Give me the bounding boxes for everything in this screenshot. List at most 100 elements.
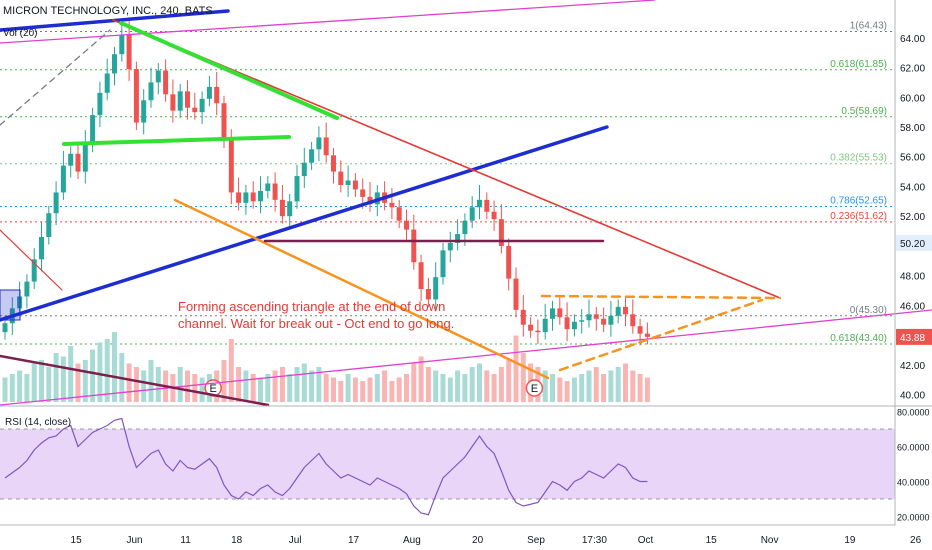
volume-bar: [586, 370, 592, 402]
volume-bar: [601, 374, 607, 402]
volume-bar: [469, 367, 475, 402]
candle-body: [316, 137, 322, 150]
blue-channel-bottom[interactable]: [0, 125, 609, 322]
candle-body: [126, 34, 132, 70]
time-tick-label: 17: [348, 535, 360, 546]
volume-bar: [90, 349, 96, 402]
volume-bar: [352, 377, 358, 402]
purple-trend-line[interactable]: [0, 354, 270, 407]
candle-body: [75, 153, 81, 172]
green-neckline[interactable]: [62, 135, 291, 146]
volume-bar: [637, 374, 643, 402]
time-tick-label: Jul: [289, 535, 302, 546]
orange-channel-line[interactable]: [173, 198, 550, 380]
chart-title: MICRON TECHNOLOGY, INC., 240, BATS: [3, 5, 213, 17]
triangle-top-dashed[interactable]: [540, 294, 782, 300]
candle-body: [170, 94, 176, 111]
rsi-label: RSI (14, close): [5, 417, 71, 428]
volume-bar: [615, 367, 621, 402]
gray-dashed-projection[interactable]: [0, 29, 111, 126]
current-price-value: 43.88: [900, 333, 925, 344]
volume-bar: [9, 374, 15, 402]
candle-body: [243, 192, 249, 203]
time-tick-label: 15: [71, 535, 83, 546]
candle-body: [557, 308, 563, 318]
candle-body: [571, 321, 577, 330]
green-trend-line[interactable]: [119, 21, 339, 120]
volume-bar: [411, 363, 417, 402]
candle-body: [462, 220, 468, 235]
candlesticks: [2, 20, 650, 346]
triangle-bottom-dashed[interactable]: [558, 298, 764, 372]
time-tick-label: Jun: [126, 535, 142, 546]
volume-bar: [279, 367, 285, 402]
volume-bar: [382, 370, 388, 402]
volume-bar: [579, 374, 585, 402]
fib-level-label: 0.382(55.53): [830, 153, 887, 164]
time-tick-label: 15: [706, 535, 718, 546]
candle-body: [185, 91, 190, 108]
time-tick-label: 19: [844, 535, 856, 546]
candle-body: [68, 153, 74, 166]
price-tick-label: 42.00: [900, 361, 925, 372]
selection-box[interactable]: [0, 289, 21, 321]
candle-body: [221, 103, 227, 141]
current-price-tag[interactable]: [896, 328, 932, 345]
candle-body: [279, 199, 285, 217]
earnings-marker-icon[interactable]: [525, 379, 544, 397]
volume-bar: [294, 367, 300, 402]
rsi-line: [4, 417, 648, 516]
red-short-line[interactable]: [0, 229, 63, 291]
volume-bar: [513, 335, 519, 402]
earnings-marker-label: E: [531, 383, 538, 395]
volume-bar: [82, 360, 88, 402]
price-tick-label: 64.00: [900, 34, 925, 45]
candle-body: [360, 189, 366, 197]
candle-body: [46, 213, 52, 238]
price-marker-tag[interactable]: [896, 234, 932, 251]
rsi-tick-label: 20.0000: [897, 513, 930, 523]
price-tick-label: 48.00: [900, 272, 925, 283]
candle-body: [418, 262, 424, 290]
volume-bar: [477, 363, 482, 402]
rsi-panel[interactable]: 20.0000 40.0000 60.0000 80.0000: [0, 405, 932, 523]
price-tick-label: 40.00: [900, 391, 925, 402]
price-tick-label: 58.00: [900, 123, 925, 134]
volume-bar: [623, 363, 628, 402]
volume-bar: [68, 346, 74, 402]
time-tick-label: Aug: [403, 535, 421, 546]
candle-body: [433, 277, 439, 300]
candle-body: [119, 34, 125, 55]
candle-body: [250, 192, 256, 202]
volume-bar: [250, 374, 256, 402]
annotation-line-2[interactable]: channel. Wait for break out - Oct end to…: [178, 316, 454, 331]
fib-level-label: 0(45.30): [850, 305, 887, 316]
fib-level-label: 1(64.43): [850, 20, 887, 31]
candle-body: [469, 207, 475, 221]
candle-body: [228, 140, 234, 193]
fib-level-label: 0.5(58.69): [841, 106, 887, 117]
magenta-trend-bottom[interactable]: [0, 309, 932, 406]
candle-body: [301, 162, 307, 177]
candle-body: [331, 155, 336, 172]
volume-bar: [593, 367, 599, 402]
fib-level-label: 0.618(43.40): [830, 333, 887, 344]
candle-body: [323, 137, 329, 156]
candle-body: [338, 171, 344, 185]
candle-body: [53, 192, 59, 214]
fibonacci-retracement[interactable]: 1(64.43) 0.618(61.85) 0.5(58.69) 0.382(55.5…: [0, 20, 895, 345]
candle-body: [535, 330, 541, 333]
candle-body: [90, 115, 96, 145]
volume-bar: [243, 370, 249, 402]
annotation-line-1[interactable]: Forming ascending triangle at the end of…: [178, 299, 445, 314]
volume-bar: [24, 374, 30, 402]
candle-body: [447, 242, 453, 251]
volume-bar: [374, 374, 380, 402]
volume-bar: [571, 377, 577, 402]
magenta-trend-top[interactable]: [0, 0, 656, 44]
volume-bar: [287, 374, 293, 402]
candle-body: [608, 315, 614, 325]
